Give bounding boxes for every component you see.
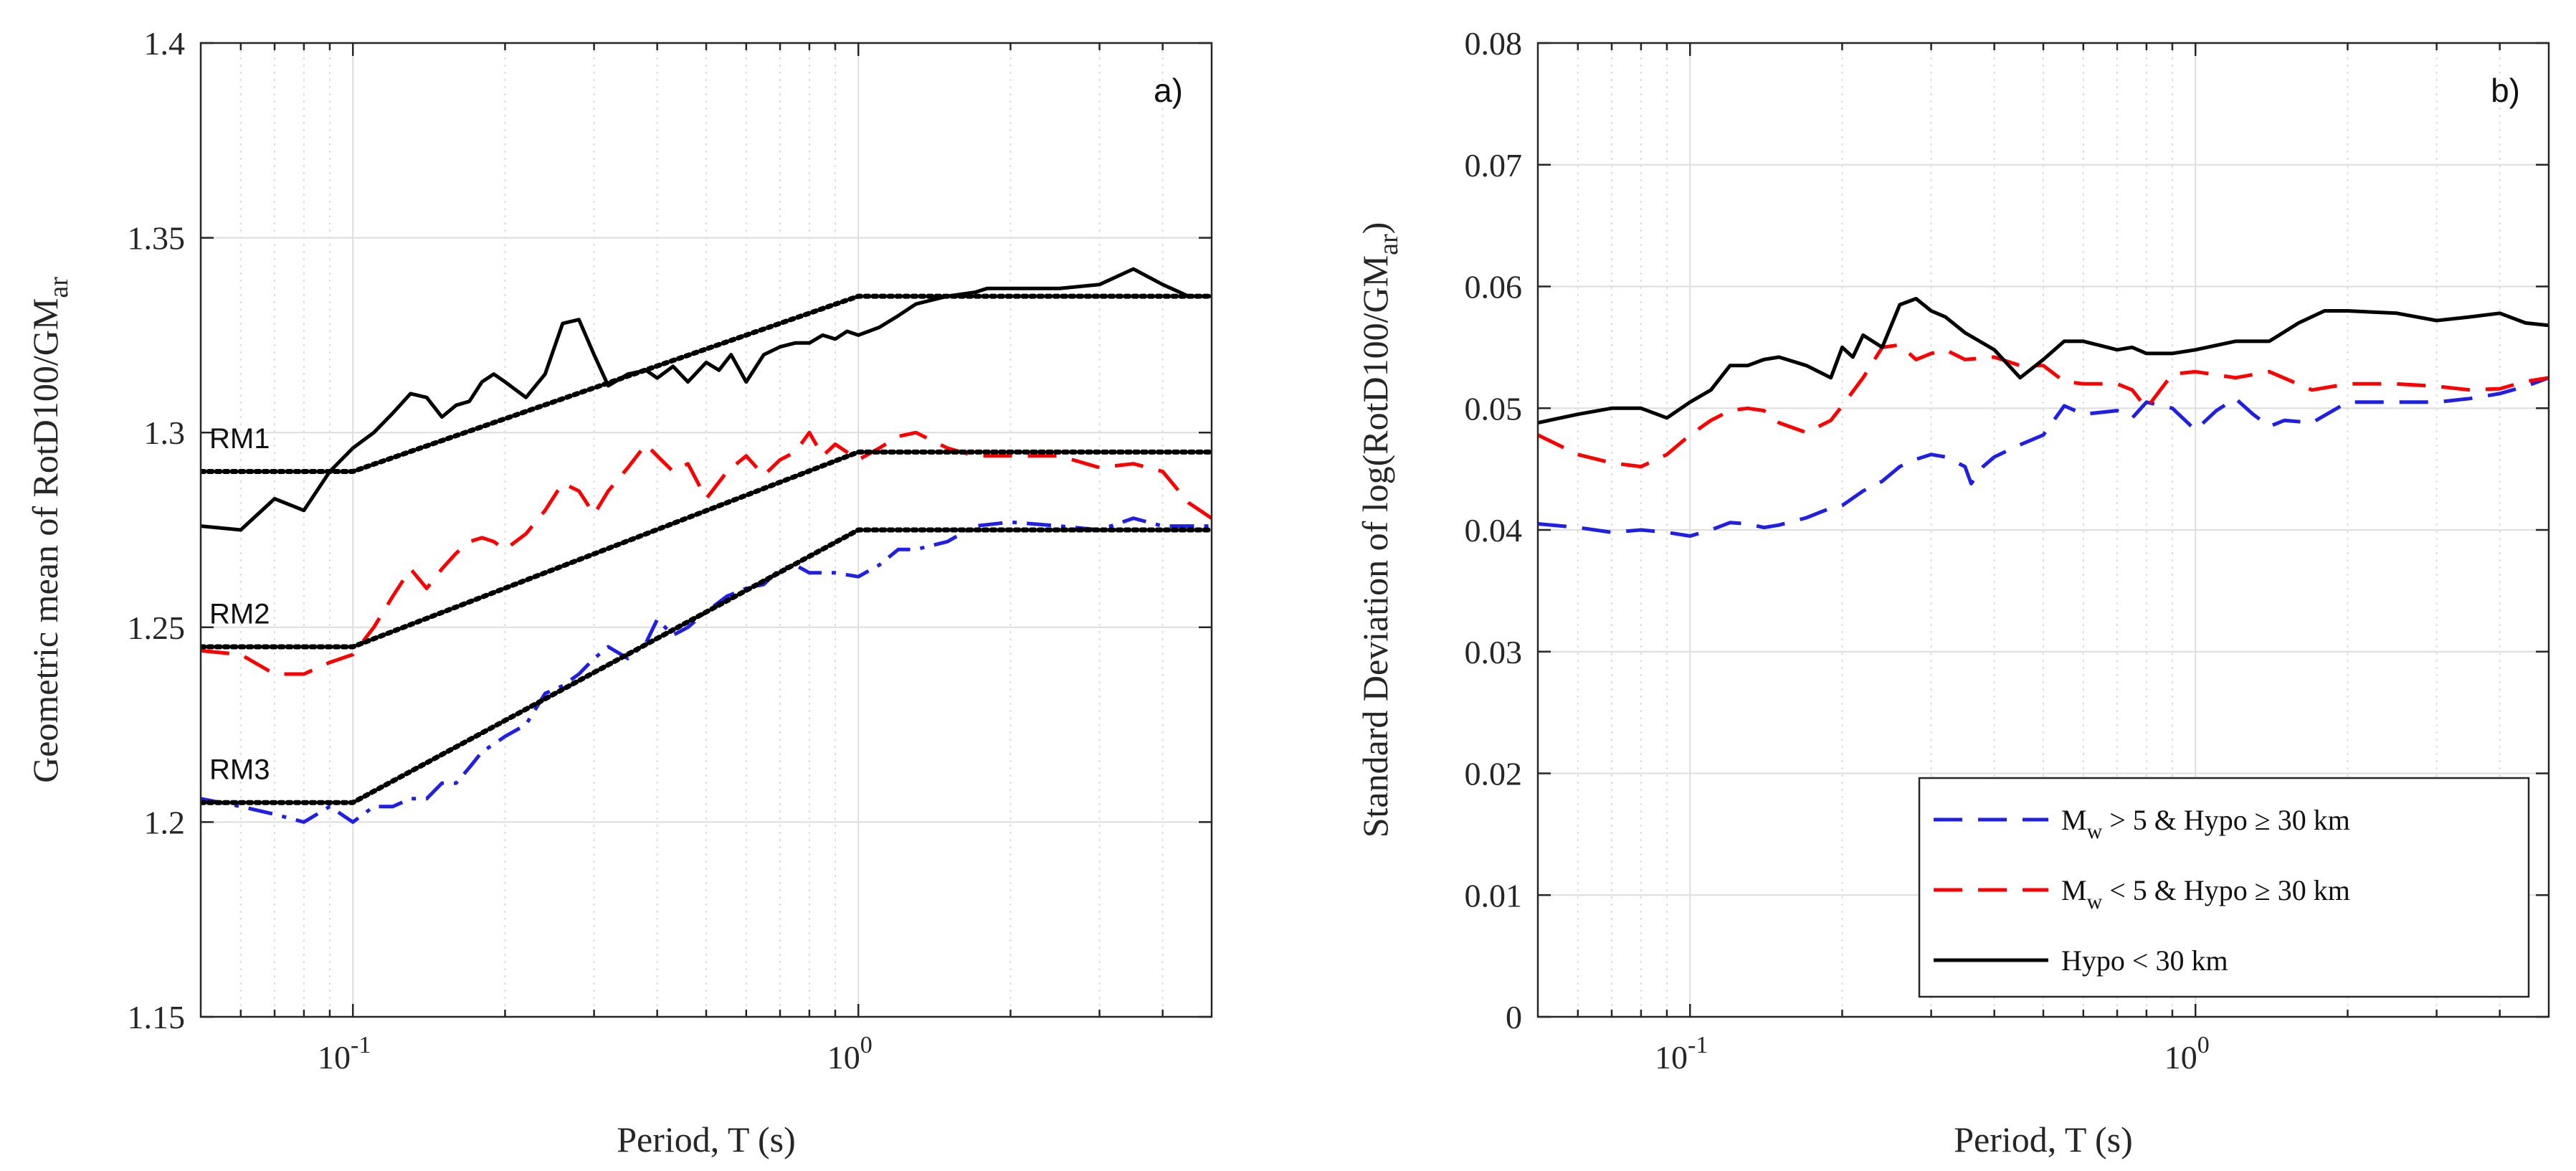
y-axis-title: Standard Deviation of log(RotD100/GMar) [1355, 222, 1404, 838]
series-line-mw-5-hypo-30-km [1538, 376, 2549, 538]
panel-label: b) [2491, 72, 2520, 109]
legend: Mw > 5 & Hypo ≥ 30 km Mw < 5 & Hypo ≥ 30 … [1918, 777, 2530, 998]
x-tick-label: 100 [827, 1032, 873, 1076]
x-tick-label: 10-1 [1655, 1032, 1708, 1076]
y-tick-label: 1.2 [144, 804, 186, 840]
legend-label: Mw > 5 & Hypo ≥ 30 km [2061, 804, 2350, 843]
x-axis-title: Period, T (s) [617, 1119, 796, 1160]
x-tick-label: 10-1 [318, 1032, 371, 1076]
series-group [1538, 297, 2549, 538]
series-line-mw-5-hypo-30-km [201, 516, 1212, 824]
series-line-mw-5-hypo-30-km [1538, 343, 2549, 469]
series-line-mw-5-hypo-30-km [201, 430, 1212, 676]
axis-ticks: 10-1 100 0 0.01 0.02 0.03 0.04 0.05 0.06 0.07 0.08 [1465, 25, 2549, 1076]
annotation-label: RM1 [209, 423, 270, 455]
y-axis-title: Geometric mean of RotD100/GMar [25, 277, 74, 783]
legend-label: Mw < 5 & Hypo ≥ 30 km [2061, 874, 2350, 914]
series-line-rm3 [201, 527, 1212, 805]
y-tick-label: 0.06 [1465, 269, 1523, 305]
series-line-rm1 [201, 293, 1212, 474]
axis-ticks: 10-1 100 1.15 1.2 1.25 1.3 1.35 1.4 [128, 25, 1212, 1076]
y-tick-label: 1.15 [128, 999, 186, 1035]
series-line-hypo-30-km [1538, 297, 2549, 425]
y-tick-label: 0 [1506, 999, 1522, 1035]
y-tick-label: 0.03 [1465, 634, 1523, 670]
y-tick-label: 0.05 [1465, 390, 1523, 427]
y-tick-label: 1.4 [144, 25, 186, 62]
y-tick-label: 1.3 [144, 414, 186, 451]
y-tick-label: 0.08 [1465, 25, 1523, 62]
annotation-label: RM2 [209, 598, 270, 630]
panel-b: 10-1 100 0 0.01 0.02 0.03 0.04 0.05 0.06 0.07 0.08… [1355, 25, 2550, 1160]
annotation-label: RM3 [209, 754, 270, 786]
y-tick-label: 1.25 [128, 610, 186, 646]
y-tick-label: 0.07 [1465, 147, 1523, 184]
y-tick-label: 0.01 [1465, 877, 1523, 914]
legend-label: Hypo < 30 km [2061, 944, 2228, 977]
panel-a: 10-1 100 1.15 1.2 1.25 1.3 1.35 1.4 Period, T (s… [25, 25, 1213, 1160]
panel-label: a) [1154, 72, 1183, 109]
y-tick-label: 0.02 [1465, 756, 1523, 792]
series-line-rm2 [201, 449, 1212, 650]
x-tick-label: 100 [2164, 1032, 2210, 1076]
x-axis-title: Period, T (s) [1954, 1119, 2133, 1160]
series-group [201, 267, 1212, 824]
y-tick-label: 0.04 [1465, 512, 1523, 549]
y-tick-label: 1.35 [128, 220, 186, 257]
